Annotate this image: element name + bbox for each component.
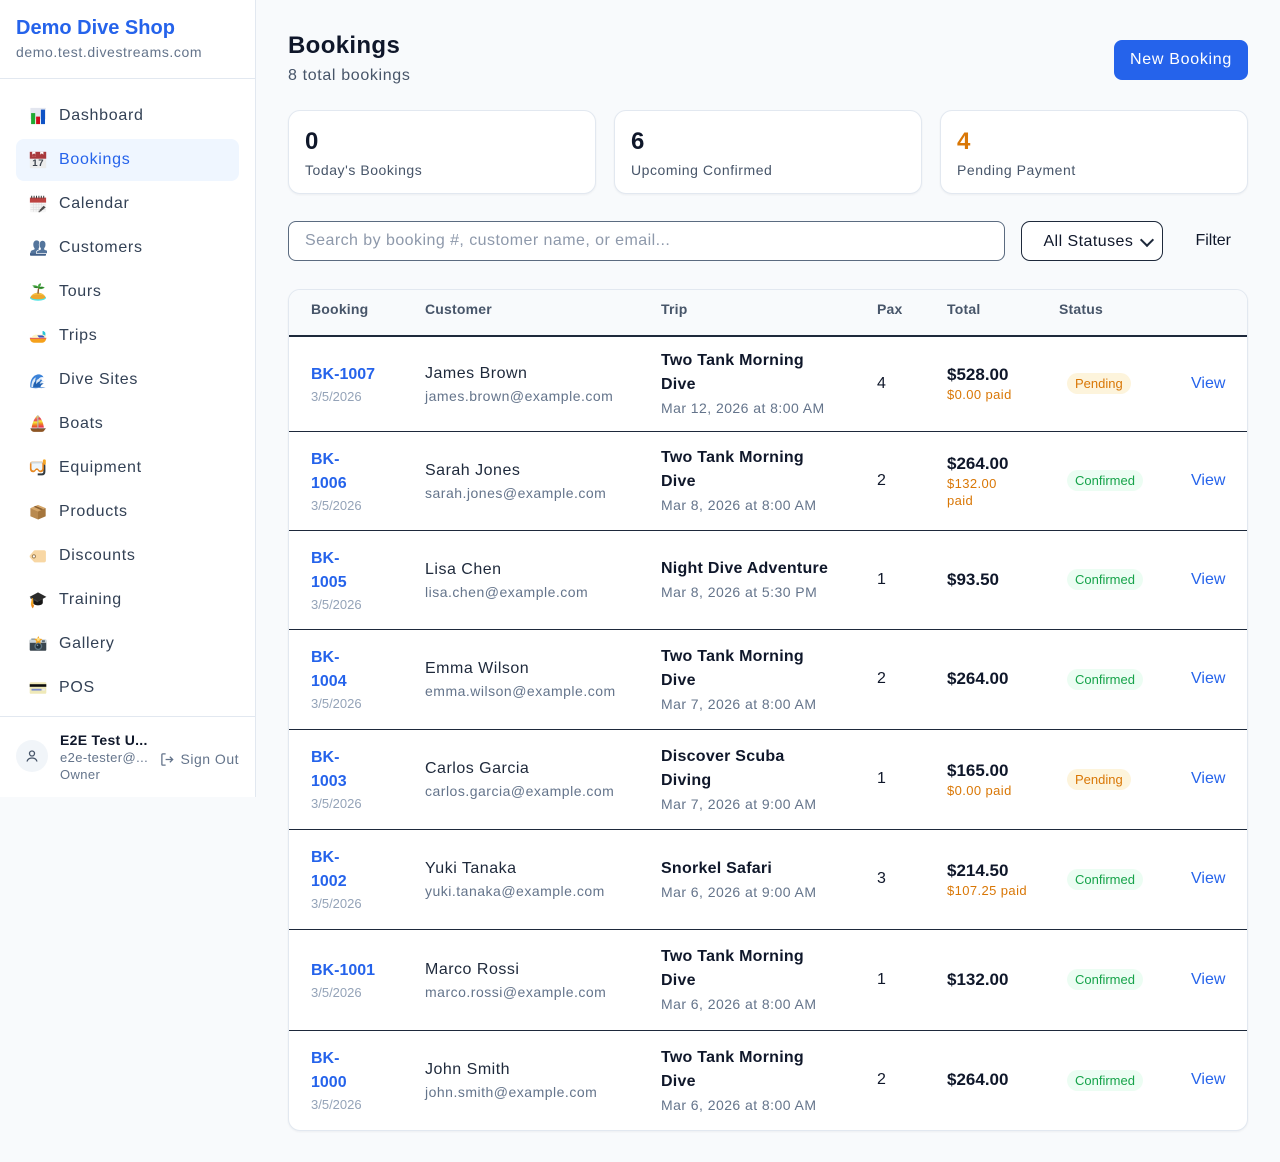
svg-text:17: 17 [32,158,44,169]
